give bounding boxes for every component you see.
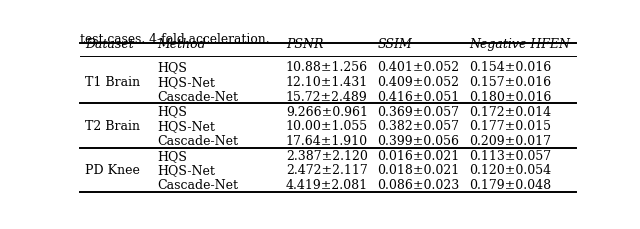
Text: 12.10±1.431: 12.10±1.431 [286, 76, 368, 89]
Text: Cascade-Net: Cascade-Net [157, 90, 238, 104]
Text: 15.72±2.489: 15.72±2.489 [286, 90, 367, 104]
Text: T2 Brain: T2 Brain [85, 120, 140, 133]
Text: 0.172±0.014: 0.172±0.014 [469, 105, 552, 118]
Text: Dataset: Dataset [85, 38, 134, 51]
Text: 0.113±0.057: 0.113±0.057 [469, 149, 552, 162]
Text: 10.00±1.055: 10.00±1.055 [286, 120, 368, 133]
Text: 0.016±0.021: 0.016±0.021 [378, 149, 460, 162]
Text: 0.369±0.057: 0.369±0.057 [378, 105, 460, 118]
Text: 0.120±0.054: 0.120±0.054 [469, 164, 552, 177]
Text: 0.179±0.048: 0.179±0.048 [469, 178, 552, 191]
Text: 2.472±2.117: 2.472±2.117 [286, 164, 367, 177]
Text: 0.177±0.015: 0.177±0.015 [469, 120, 552, 133]
Text: 4.419±2.081: 4.419±2.081 [286, 178, 368, 191]
Text: HQS: HQS [157, 105, 187, 118]
Text: HQS: HQS [157, 61, 187, 74]
Text: Cascade-Net: Cascade-Net [157, 134, 238, 147]
Text: Cascade-Net: Cascade-Net [157, 178, 238, 191]
Text: 9.266±0.961: 9.266±0.961 [286, 105, 368, 118]
Text: HQS-Net: HQS-Net [157, 76, 215, 89]
Text: 0.401±0.052: 0.401±0.052 [378, 61, 460, 74]
Text: 0.399±0.056: 0.399±0.056 [378, 134, 460, 147]
Text: Negative HFEN: Negative HFEN [469, 38, 570, 51]
Text: HQS: HQS [157, 149, 187, 162]
Text: T1 Brain: T1 Brain [85, 76, 140, 89]
Text: 10.88±1.256: 10.88±1.256 [286, 61, 368, 74]
Text: 0.154±0.016: 0.154±0.016 [469, 61, 552, 74]
Text: PD Knee: PD Knee [85, 164, 140, 177]
Text: HQS-Net: HQS-Net [157, 120, 215, 133]
Text: 0.409±0.052: 0.409±0.052 [378, 76, 460, 89]
Text: 0.180±0.016: 0.180±0.016 [469, 90, 552, 104]
Text: 0.382±0.057: 0.382±0.057 [378, 120, 460, 133]
Text: 0.018±0.021: 0.018±0.021 [378, 164, 460, 177]
Text: 0.086±0.023: 0.086±0.023 [378, 178, 460, 191]
Text: PSNR: PSNR [286, 38, 323, 51]
Text: 0.157±0.016: 0.157±0.016 [469, 76, 552, 89]
Text: test cases. 4-fold acceleration.: test cases. 4-fold acceleration. [80, 33, 269, 46]
Text: 0.416±0.051: 0.416±0.051 [378, 90, 460, 104]
Text: 0.209±0.017: 0.209±0.017 [469, 134, 552, 147]
Text: Method: Method [157, 38, 205, 51]
Text: 17.64±1.910: 17.64±1.910 [286, 134, 368, 147]
Text: HQS-Net: HQS-Net [157, 164, 215, 177]
Text: SSIM: SSIM [378, 38, 412, 51]
Text: 2.387±2.120: 2.387±2.120 [286, 149, 368, 162]
